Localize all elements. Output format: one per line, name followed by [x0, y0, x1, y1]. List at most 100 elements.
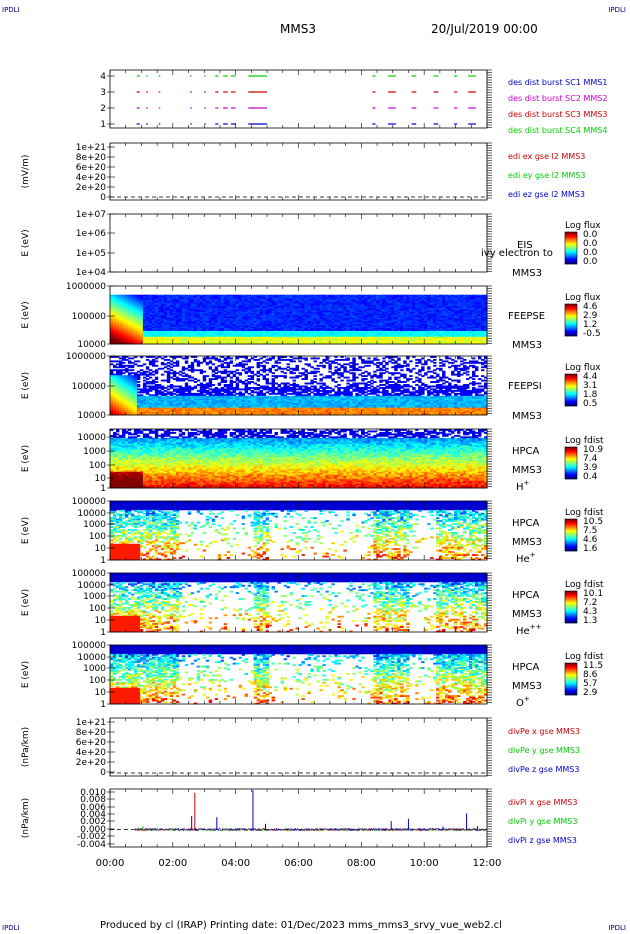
heat-cell [149, 390, 152, 392]
ytick-label: 0 [100, 193, 106, 203]
heat-cell [152, 388, 155, 390]
heat-cell [152, 371, 155, 373]
ytick-label: 1e+06 [76, 229, 107, 239]
ytick-label: 4 [100, 72, 106, 82]
spacecraft-label: MMS3 [512, 268, 542, 279]
ytick-label: 1e+04 [76, 268, 107, 278]
legend-entry: des dist burst SC3 MMS3 [508, 110, 607, 119]
ylabel: (mV/m) [21, 155, 31, 189]
heat-cell [137, 381, 140, 383]
heat-cell [167, 386, 170, 388]
heat-cell [164, 363, 167, 365]
heat-cell [143, 377, 146, 379]
spacecraft-label: MMS3 [512, 340, 542, 351]
stacked-plots: 4 3 2 1 des dist burst SC1 MMS1 des dist burs… [0, 0, 630, 900]
heat-cell [164, 366, 167, 368]
heat-cell [140, 374, 143, 376]
heat-cell [161, 363, 164, 365]
heat-cell [128, 362, 131, 364]
heat-cell [149, 383, 152, 385]
heat-cell [155, 381, 158, 383]
colorbar-tick: 0.0 [583, 257, 598, 267]
ytick-label: 1e+05 [76, 249, 106, 259]
heat-cell [140, 365, 143, 367]
legend-entry: des dist burst SC4 MMS4 [508, 126, 607, 135]
ytick-label: 6e+20 [76, 163, 107, 173]
ytick-label: 3 [100, 88, 106, 98]
heat-cell [155, 378, 158, 380]
heat-cell [131, 357, 134, 359]
heat-cell [161, 374, 164, 376]
ytick-label: 10000 [77, 340, 106, 350]
heat-cell [155, 365, 158, 367]
heat-cell [155, 360, 158, 362]
heat-cell [131, 362, 134, 364]
heat-cell [137, 391, 140, 393]
instrument-label: FEEPSE [508, 311, 545, 322]
heat-cell [161, 368, 164, 370]
legend-entry: des dist burst SC2 MMS2 [508, 94, 607, 103]
heat-cell [137, 360, 140, 362]
heat-cell [149, 377, 152, 379]
heat-cell [155, 357, 158, 359]
heat-cell [143, 380, 146, 382]
ytick-label: 4e+20 [76, 173, 107, 183]
heat-cell [164, 371, 167, 373]
colorbar-tick: -0.5 [583, 329, 601, 339]
heat-cell [122, 359, 125, 361]
heat-cell [149, 374, 152, 376]
heat-cell [152, 365, 155, 367]
heat-cell [125, 371, 128, 373]
heat-cell [137, 371, 140, 373]
heat-cell [125, 359, 128, 361]
ytick-label: 1 [100, 120, 106, 130]
heat-cell [149, 363, 152, 365]
heat-cell [146, 359, 149, 361]
corner-label-bottom-left: IPDLI [2, 924, 20, 932]
heat-cell [116, 363, 119, 365]
heat-cell [146, 371, 149, 373]
heat-cell [110, 363, 113, 365]
heat-cell [122, 362, 125, 364]
heat-cell [119, 366, 122, 368]
heat-cell [143, 363, 146, 365]
heat-cell [140, 369, 143, 371]
legend-entry: edi ez gse l2 MMS3 [508, 190, 585, 199]
heat-cell [161, 380, 164, 382]
ytick-label: 2 [100, 104, 106, 114]
panel-burst-frame [110, 70, 487, 128]
heat-cell [146, 375, 149, 377]
legend-entry: des dist burst SC1 MMS1 [508, 78, 607, 87]
heat-cell [140, 391, 143, 393]
heat-cell [146, 393, 149, 395]
heat-cell [146, 368, 149, 370]
heat-cell [134, 363, 137, 365]
heat-cell [143, 374, 146, 376]
heat-cell [167, 368, 170, 370]
heat-cell [122, 372, 125, 374]
heat-cell [146, 383, 149, 385]
ylabel: E (eV) [21, 301, 31, 328]
panel-eis-frame [110, 214, 487, 272]
heat-cell [167, 393, 170, 395]
heat-cell [143, 391, 146, 393]
heat-cell [146, 386, 149, 388]
heat-cell [113, 366, 116, 368]
heat-cell [131, 372, 134, 374]
heat-cell [137, 378, 140, 380]
ylabel: E (eV) [21, 229, 31, 256]
heat-cell [137, 388, 140, 390]
ytick-label: 1000000 [66, 282, 106, 292]
heat-cell [113, 360, 116, 362]
panel-edi-frame [110, 143, 487, 200]
heat-cell [131, 366, 134, 368]
heat-cell [161, 357, 164, 359]
heat-cell [158, 368, 161, 370]
heat-cell [116, 366, 119, 368]
heat-cell [122, 366, 125, 368]
heat-cell [167, 362, 170, 364]
heat-cell [167, 388, 170, 390]
